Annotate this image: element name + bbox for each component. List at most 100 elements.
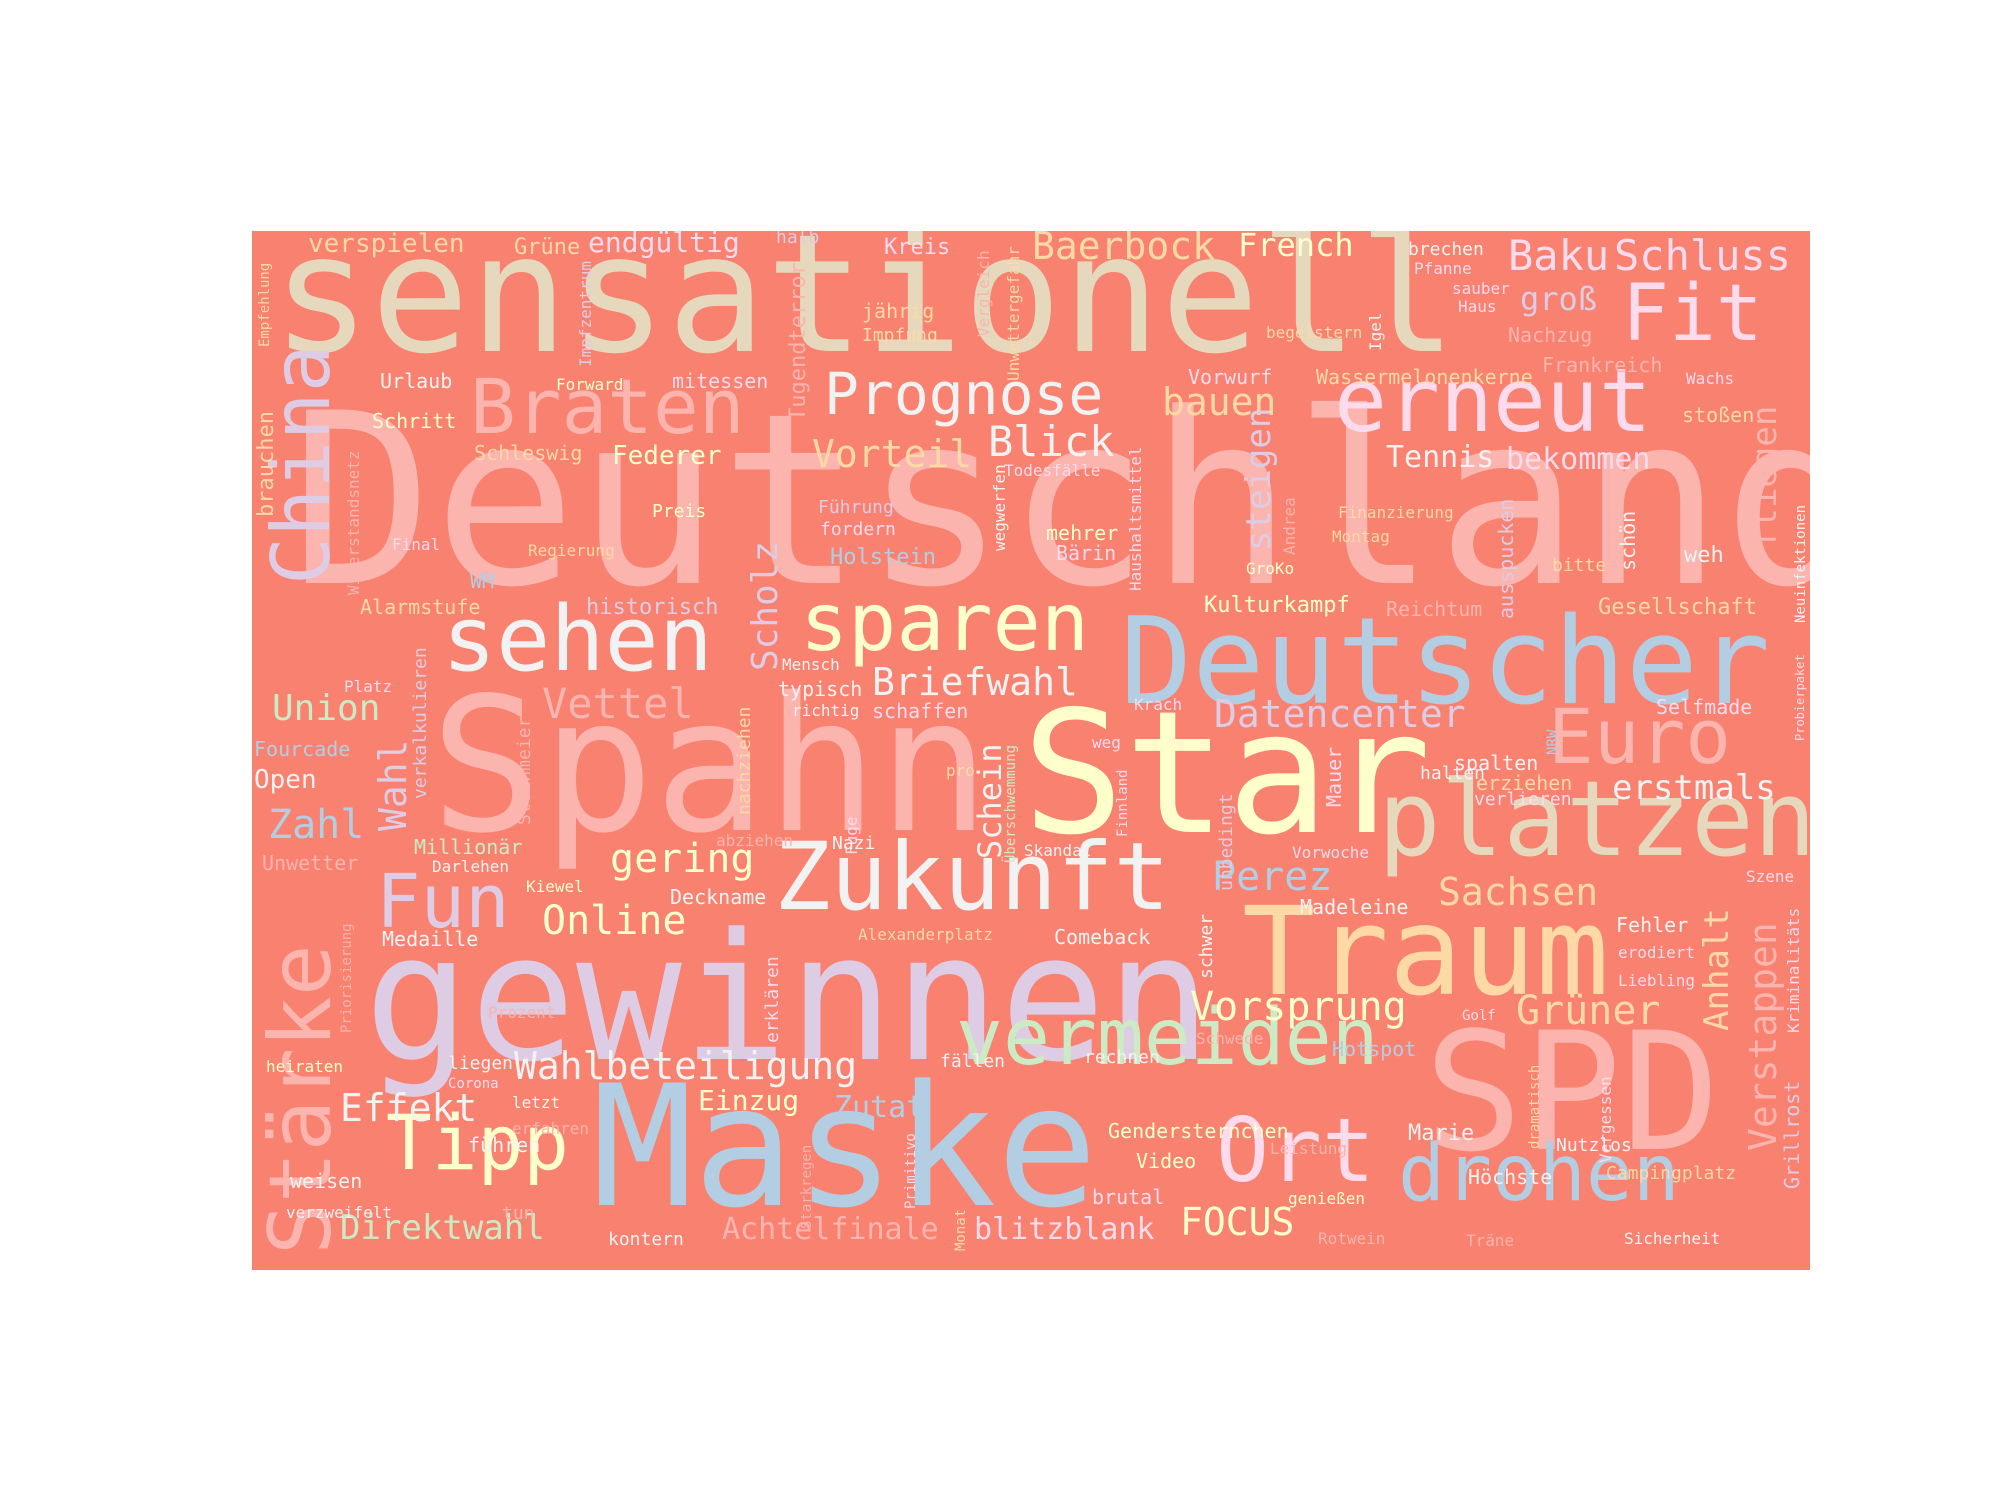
word: Vergleich (974, 250, 993, 337)
word: Vorsprung (1190, 984, 1407, 1030)
word: wegwerfen (990, 464, 1009, 551)
word: weg (1092, 733, 1121, 752)
word: jährig (862, 299, 935, 323)
word: Open (254, 765, 317, 795)
word: GroKo (1246, 559, 1295, 578)
word: Darlehen (432, 857, 510, 876)
word: Sachsen (1438, 870, 1599, 914)
word: Igel (1366, 312, 1385, 351)
word: pro (946, 761, 975, 780)
word: Tennis (1386, 440, 1495, 475)
word: Deutscher (1120, 593, 1771, 732)
word: fliegen (1745, 405, 1785, 549)
word: endgültig (588, 231, 740, 259)
word: verkalkulieren (410, 647, 431, 799)
word: erstmals (1612, 768, 1776, 808)
word: Nutzlos (1556, 1135, 1632, 1156)
word: Montag (1332, 527, 1390, 546)
word: SPD (1424, 997, 1721, 1188)
word: Schluss (1614, 231, 1792, 280)
word: Steinmeier (514, 716, 535, 825)
word: Vorteil (812, 432, 973, 476)
word: Einzug (698, 1084, 800, 1117)
word: unbedingt (1216, 793, 1237, 891)
word: spalten (1454, 751, 1539, 775)
word: Federer (612, 441, 722, 471)
word: drohen (1398, 1129, 1680, 1219)
word: Fourcade (254, 737, 351, 761)
word: Effekt (340, 1086, 478, 1130)
word: Braten (470, 362, 745, 451)
word: schaffen (872, 699, 969, 723)
word: Wahl (371, 739, 415, 831)
word: Wassermelonenkerne (1316, 365, 1533, 389)
word: brechen (1408, 239, 1484, 260)
word: Millionär (414, 835, 523, 859)
word: Baerbock (1032, 231, 1216, 268)
word: Preis (652, 501, 707, 522)
word: WM (470, 569, 495, 593)
word: Widerstandsnetz (344, 450, 363, 596)
word: Kulturkampf (1204, 593, 1350, 618)
word: Euro (1548, 692, 1732, 781)
word: Haushaltsmittel (1126, 446, 1145, 592)
word: Finanzierung (1338, 503, 1454, 522)
word: Grillrost (1780, 1080, 1804, 1189)
word: Bärin (1056, 541, 1117, 565)
word: Video (1136, 1149, 1197, 1173)
word: Reichtum (1386, 597, 1483, 621)
word: Wachs (1686, 369, 1735, 388)
word: Wahlbeteiligung (514, 1044, 858, 1088)
word: Tipp (386, 1098, 570, 1187)
word: begeistern (1266, 323, 1363, 342)
word: Überschwemmung (1003, 744, 1019, 863)
word: Krach (1134, 695, 1183, 714)
word: Holstein (830, 545, 936, 570)
word: richtig (792, 701, 860, 720)
word: groß (1520, 280, 1598, 318)
word: Grüner (1516, 988, 1661, 1034)
word: halten (1420, 763, 1486, 784)
word: Prognose (824, 360, 1104, 428)
word: Unwettergefahr (1004, 246, 1023, 381)
word: FOCUS (1180, 1200, 1295, 1244)
word: führen (468, 1133, 541, 1157)
word: Kreis (884, 235, 951, 260)
word: Baku (1508, 231, 1610, 280)
word: blitzblank (974, 1212, 1155, 1247)
word: schön (1616, 510, 1640, 571)
word: Regierung (528, 541, 615, 560)
word: Fehler (1616, 913, 1689, 937)
word: genießen (1288, 1189, 1366, 1208)
word: sehen (442, 587, 713, 692)
word: Urlaub (380, 369, 453, 393)
word: Corona (448, 1076, 499, 1092)
word: Zukunft (774, 823, 1171, 932)
word: Prozent (488, 1003, 556, 1022)
word: Pfanne (1414, 259, 1472, 278)
word: Empfehlung (257, 262, 273, 347)
word: platzen (1378, 758, 1810, 880)
word: Final (392, 535, 441, 554)
word: sparen (800, 576, 1089, 669)
word: Campingplatz (1606, 1163, 1737, 1184)
word: heiraten (266, 1057, 344, 1076)
word: Höchste (1468, 1165, 1553, 1189)
word: gewinnen (364, 896, 1212, 1101)
word: Skandal (1024, 841, 1092, 860)
word: Nazi (832, 833, 876, 854)
word: Madeleine (1300, 895, 1409, 919)
word: Perez (1212, 854, 1333, 900)
word: schwer (1196, 913, 1217, 979)
word: Schritt (372, 409, 457, 433)
word: Marie (1408, 1121, 1475, 1146)
word: Monat (953, 1208, 969, 1251)
word: Impfzentrum (576, 261, 595, 367)
word: rechnen (1084, 1047, 1160, 1068)
word: Priorisierung (339, 923, 355, 1033)
word: Medaille (382, 927, 479, 951)
word: Starkregen (799, 1144, 815, 1229)
word: Datencenter (1214, 692, 1466, 736)
word: Leistung (1270, 1139, 1348, 1158)
word: Hotspot (1332, 1037, 1417, 1061)
